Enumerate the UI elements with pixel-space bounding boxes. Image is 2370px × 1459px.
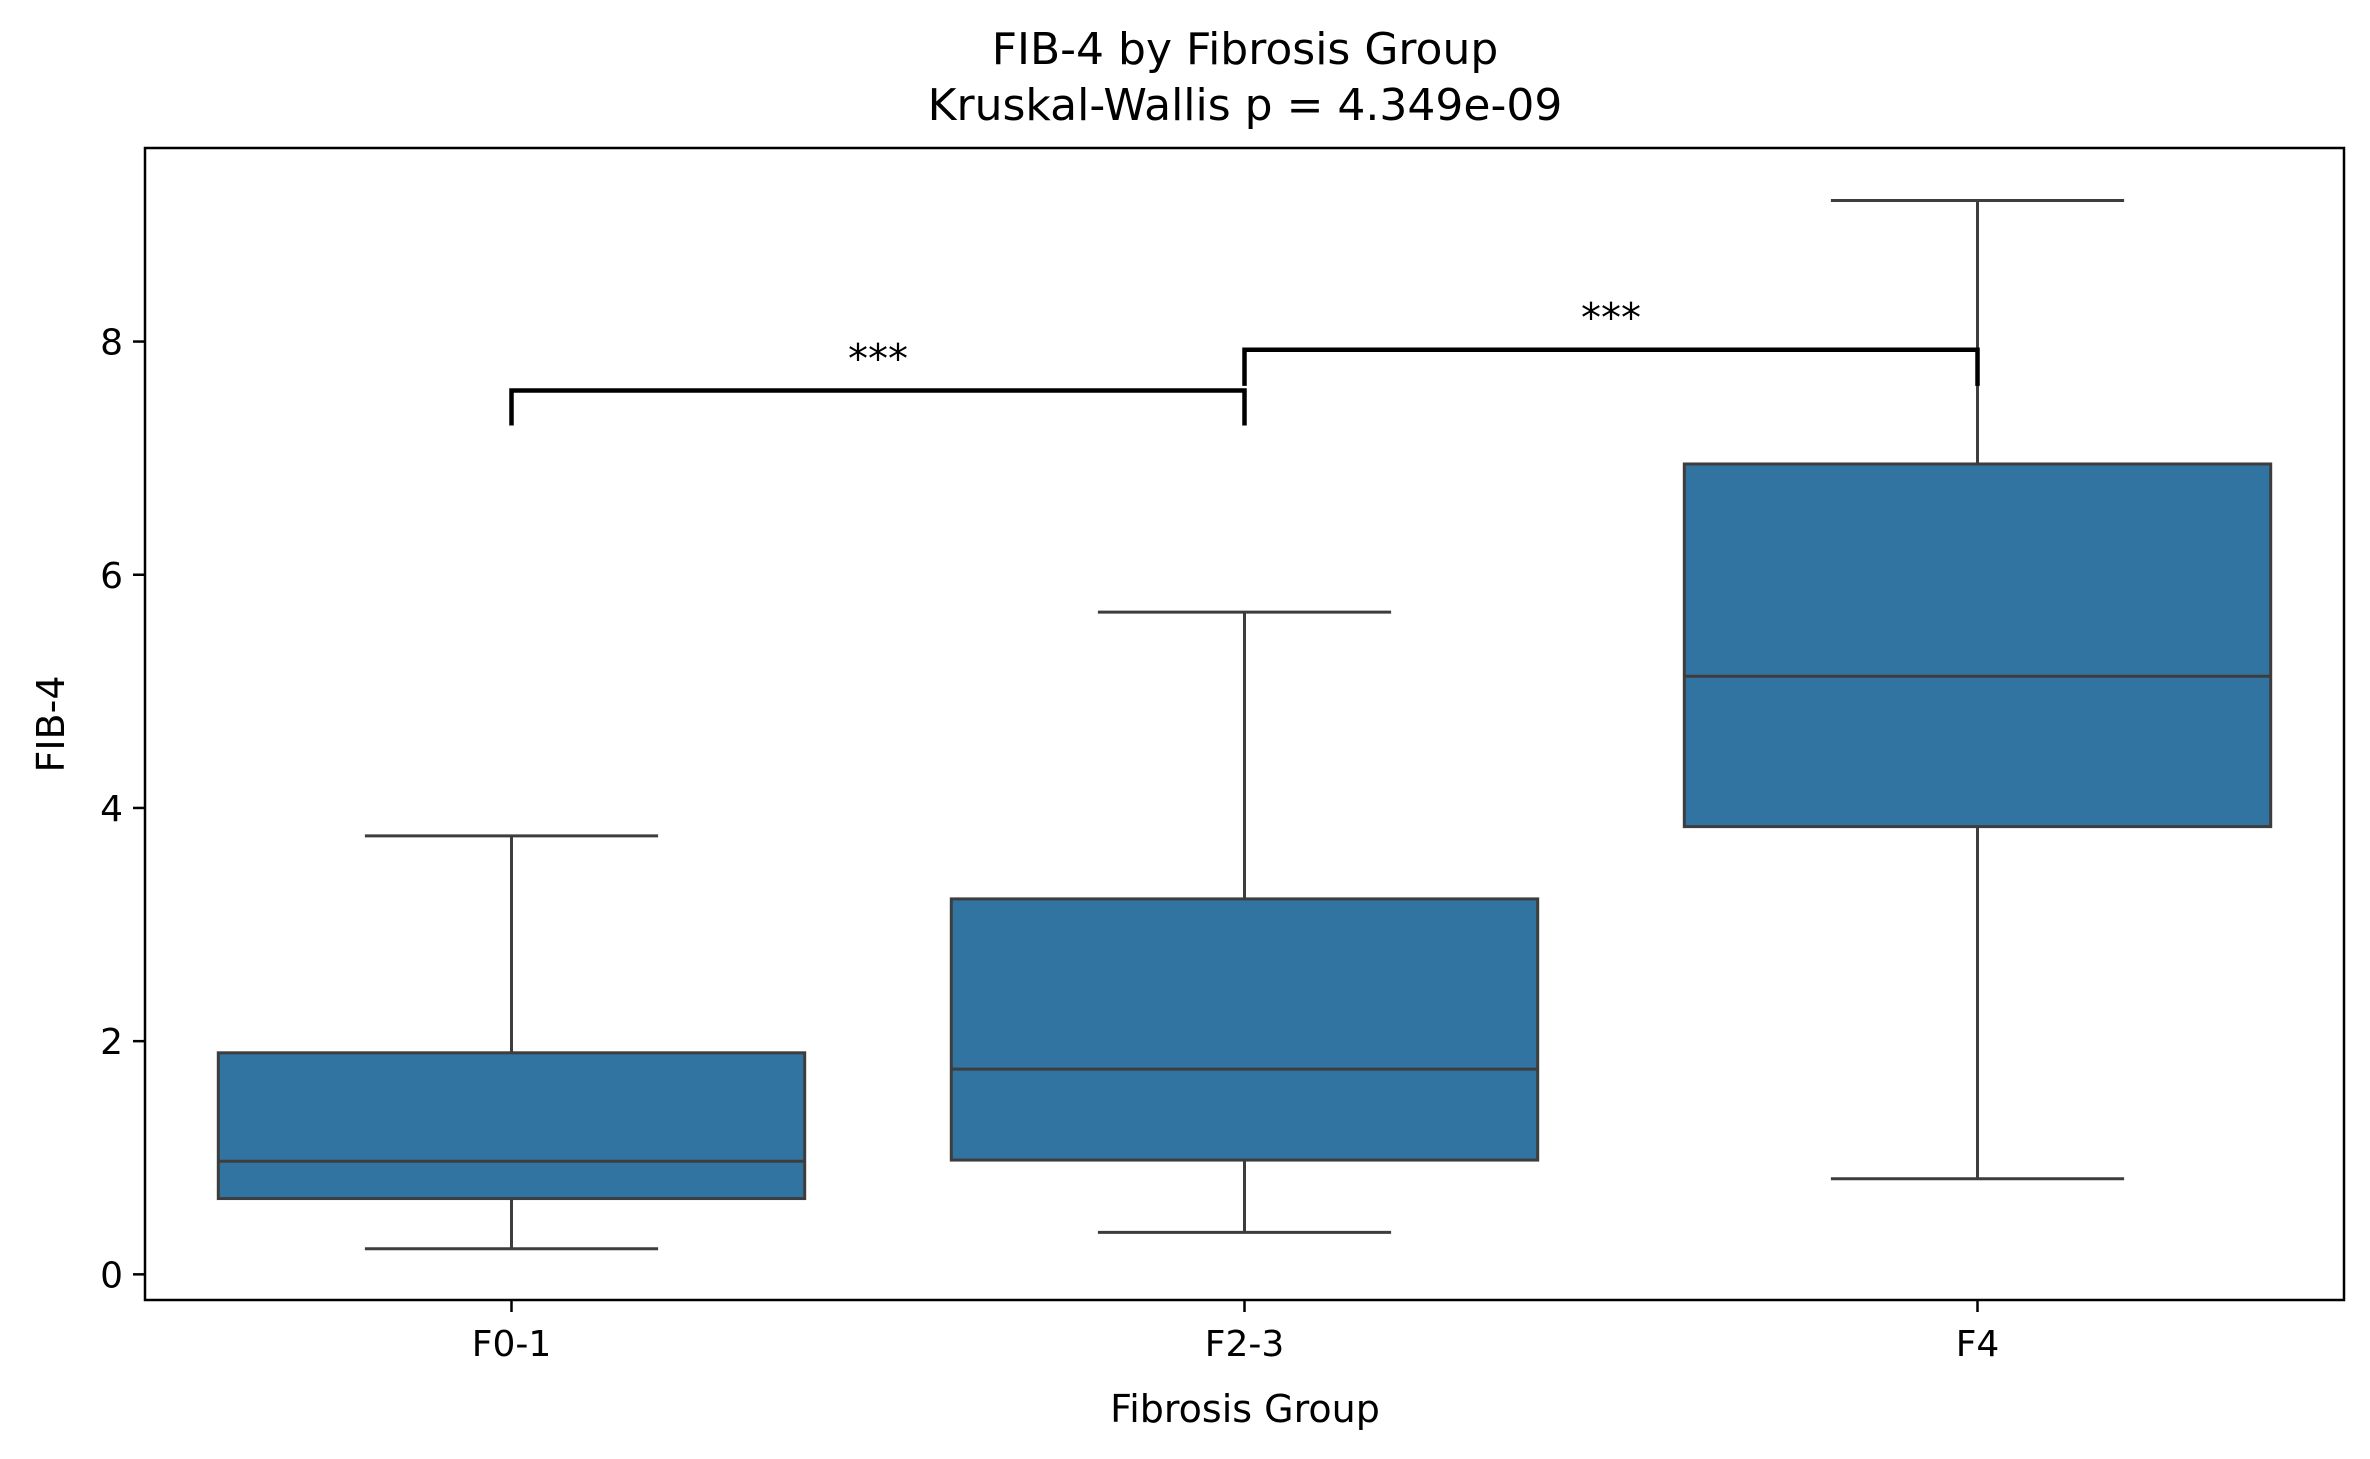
- significance-annotation-2: ***: [1242, 296, 1980, 386]
- y-tick-label: 2: [100, 1022, 123, 1063]
- chart-subtitle: Kruskal-Wallis p = 4.349e-09: [928, 80, 1563, 131]
- x-axis-label: Fibrosis Group: [1110, 1387, 1380, 1431]
- x-tick-label: F2-3: [1205, 1324, 1285, 1365]
- chart-title: FIB-4 by Fibrosis Group: [992, 24, 1499, 75]
- significance-label: ***: [1581, 296, 1641, 342]
- y-tick-label: 8: [100, 323, 123, 364]
- plot-area: *** ***: [216, 198, 2273, 1251]
- y-axis-label: FIB-4: [29, 675, 73, 772]
- significance-bracket: [509, 388, 1247, 426]
- x-tick-label: F4: [1956, 1324, 2000, 1365]
- y-tick-label: 0: [100, 1255, 123, 1296]
- box-group-f0-1: [216, 834, 807, 1251]
- significance-bracket: [1242, 347, 1980, 386]
- significance-label: ***: [848, 337, 908, 383]
- x-tick-label: F0-1: [472, 1324, 552, 1365]
- y-tick-label: 4: [100, 789, 123, 830]
- iqr-box: [216, 1051, 807, 1201]
- x-axis: F0-1 F2-3 F4: [472, 1300, 2000, 1365]
- y-axis: 0 2 4 6 8: [100, 323, 145, 1296]
- box-group-f4: [1682, 198, 2273, 1181]
- iqr-box: [949, 897, 1540, 1162]
- y-tick-label: 6: [100, 556, 123, 597]
- significance-annotation-1: ***: [509, 337, 1247, 426]
- iqr-box: [1682, 462, 2273, 829]
- box-group-f2-3: [949, 610, 1540, 1234]
